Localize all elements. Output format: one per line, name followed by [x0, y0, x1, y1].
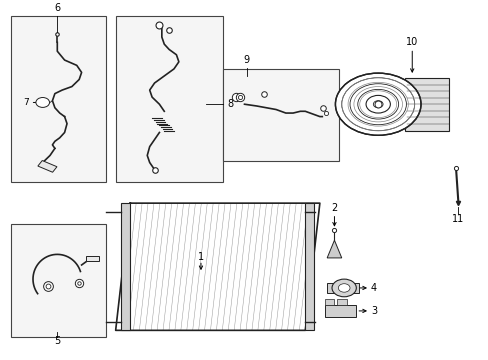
Bar — [38, 161, 57, 172]
Text: 9: 9 — [244, 55, 249, 66]
Bar — [326, 283, 358, 293]
Bar — [222, 69, 339, 161]
Circle shape — [36, 98, 49, 107]
Circle shape — [331, 279, 356, 297]
Bar — [11, 16, 106, 182]
Text: 3: 3 — [370, 306, 376, 316]
Circle shape — [338, 284, 349, 292]
Text: 8: 8 — [227, 99, 233, 109]
Bar — [324, 305, 356, 317]
Bar — [404, 78, 448, 131]
Circle shape — [335, 73, 420, 135]
Text: 1: 1 — [198, 252, 203, 262]
Bar — [86, 256, 99, 261]
Bar — [121, 203, 130, 330]
Bar — [11, 224, 106, 337]
Text: 5: 5 — [54, 336, 61, 346]
Text: 6: 6 — [54, 3, 60, 13]
Polygon shape — [326, 240, 341, 258]
Bar — [324, 299, 334, 305]
Text: 2: 2 — [331, 203, 337, 213]
Polygon shape — [116, 203, 319, 330]
Bar — [336, 299, 346, 305]
Text: 4: 4 — [370, 283, 376, 293]
Bar — [116, 16, 222, 182]
Text: 7: 7 — [23, 98, 28, 107]
Text: 11: 11 — [451, 214, 464, 224]
Text: 10: 10 — [406, 37, 418, 48]
Bar — [305, 203, 313, 330]
